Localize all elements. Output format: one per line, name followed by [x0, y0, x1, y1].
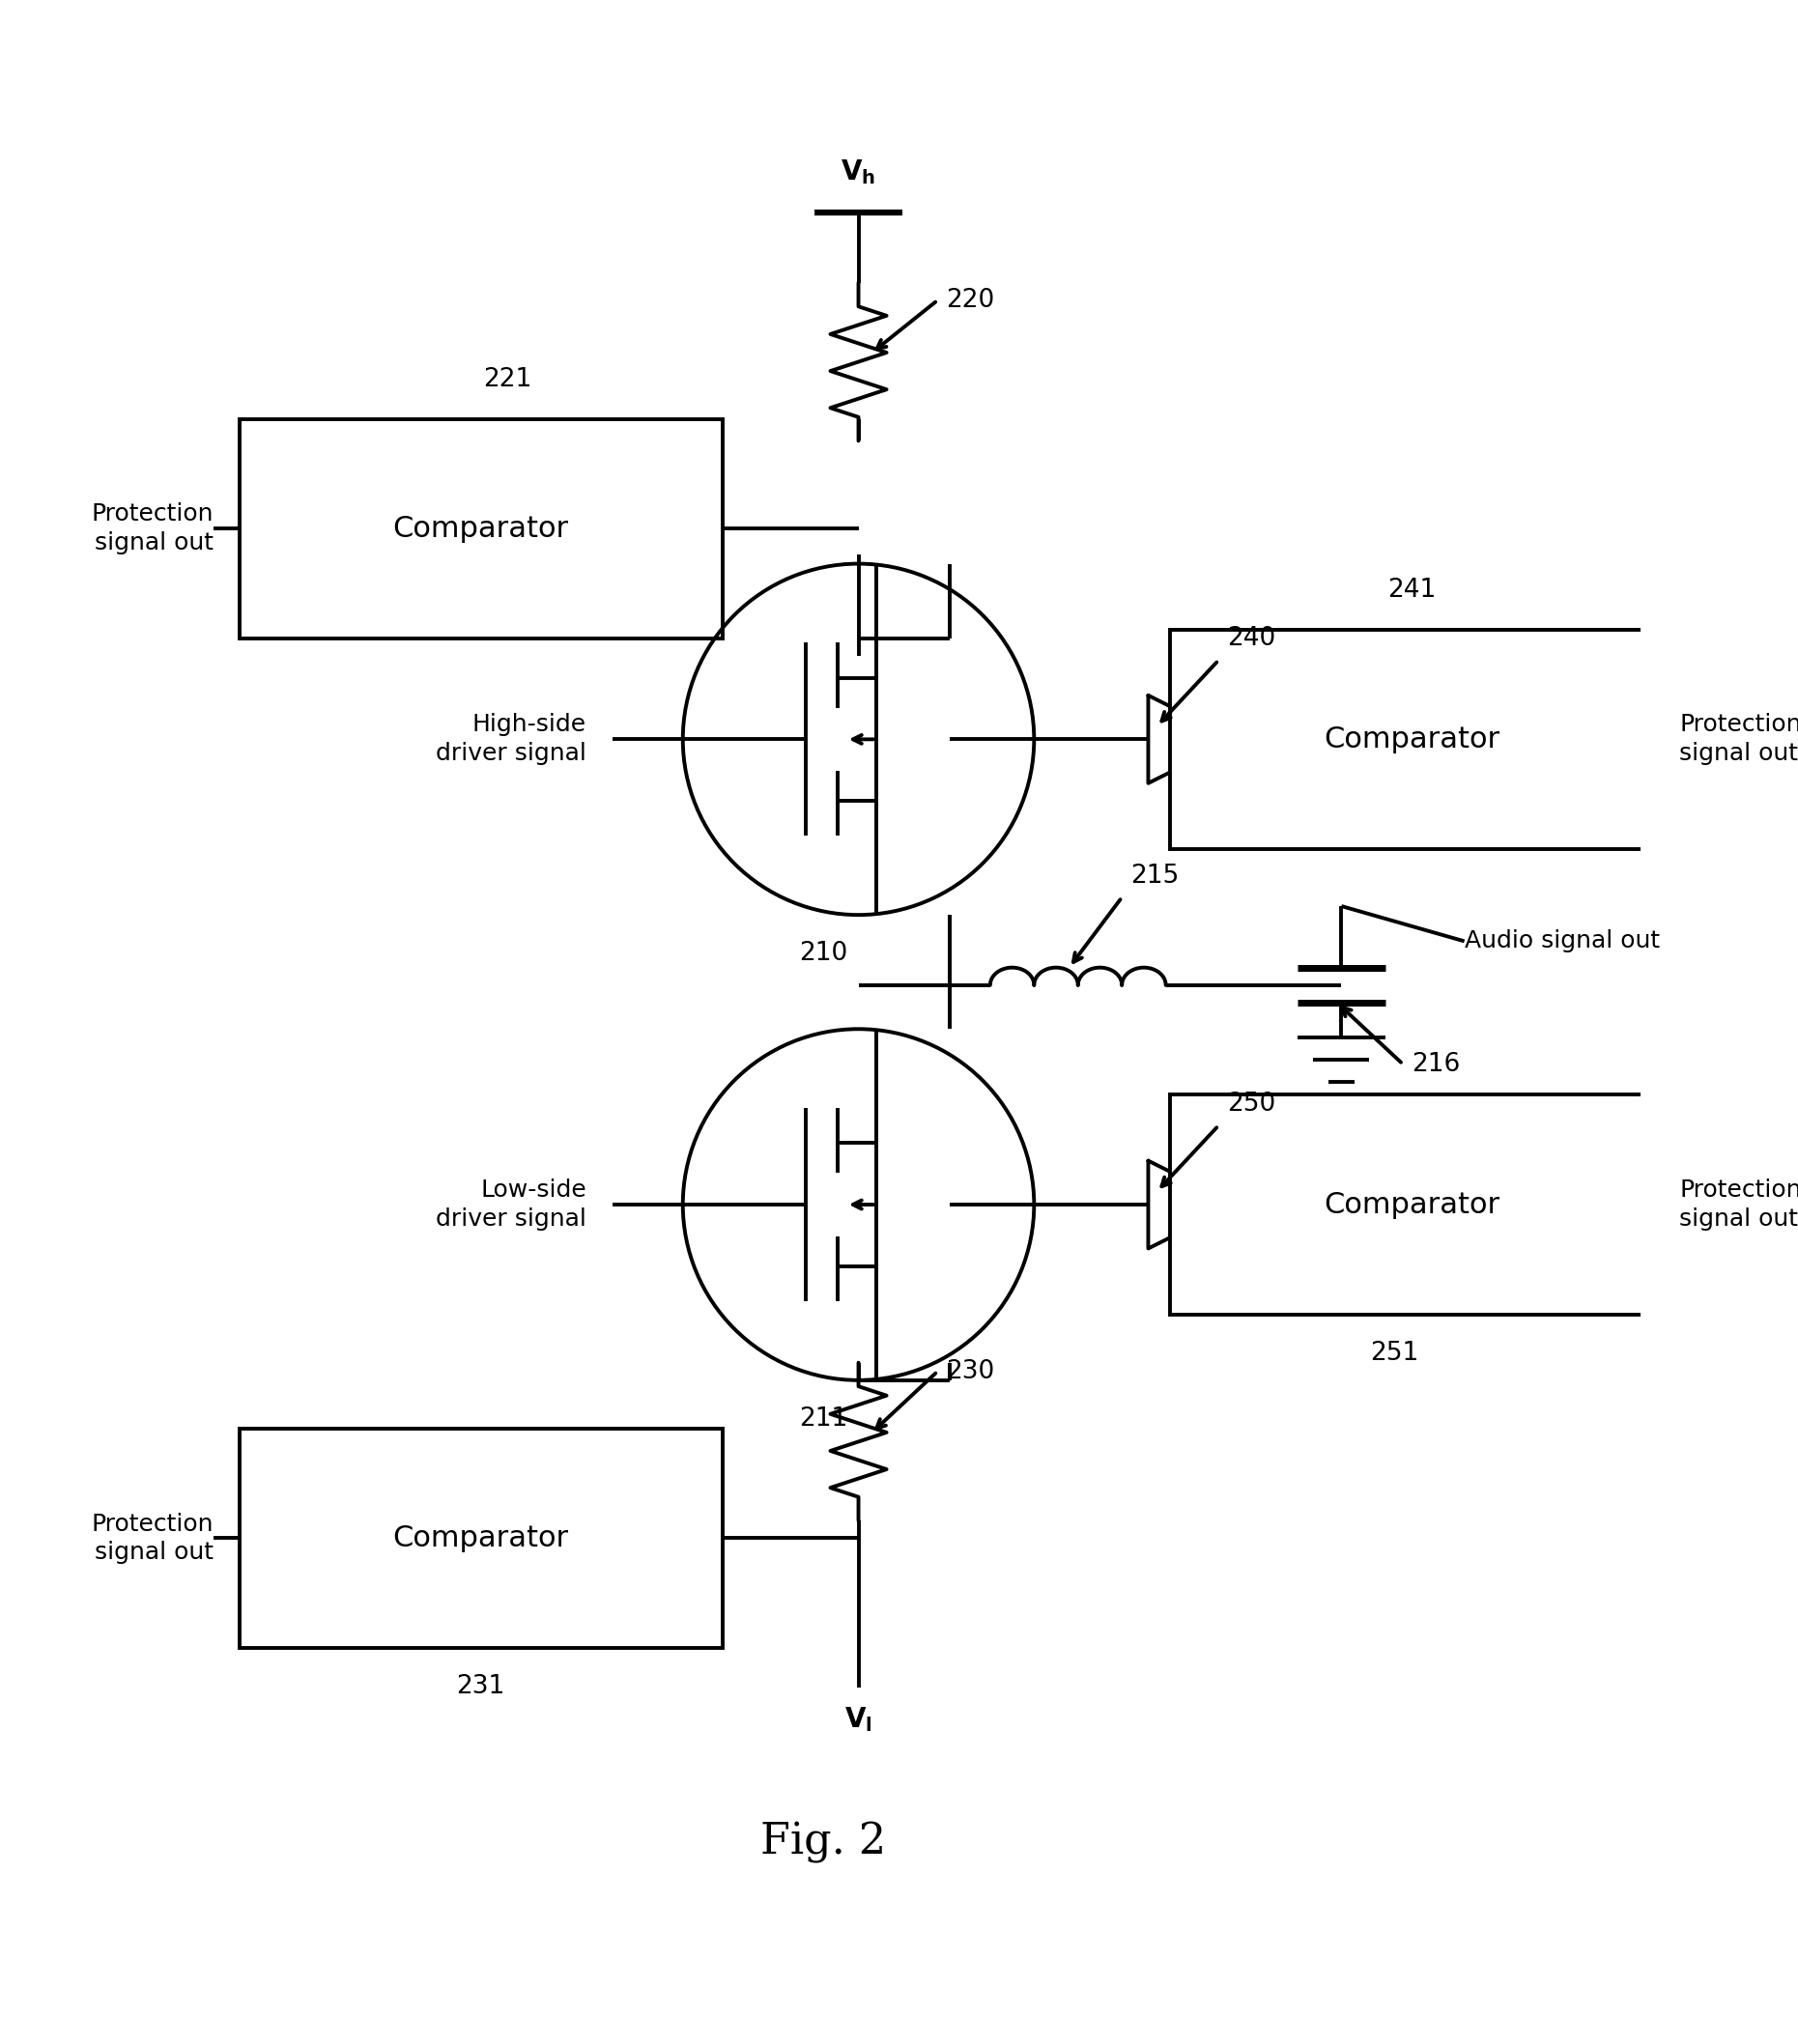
Text: 250: 250 [1228, 1091, 1277, 1116]
Text: Protection
signal out: Protection signal out [1679, 1179, 1798, 1230]
Text: 251: 251 [1370, 1341, 1419, 1365]
Text: Comparator: Comparator [394, 1525, 568, 1551]
Text: 240: 240 [1228, 625, 1277, 652]
Text: Audio signal out: Audio signal out [1464, 930, 1660, 953]
Text: Comparator: Comparator [394, 515, 568, 542]
Text: 231: 231 [457, 1674, 505, 1699]
Text: Low-side
driver signal: Low-side driver signal [435, 1179, 586, 1230]
Bar [239, 419, 723, 638]
Text: Protection
signal out: Protection signal out [1679, 713, 1798, 764]
Bar [239, 1429, 723, 1647]
Text: Comparator: Comparator [1323, 726, 1500, 754]
Text: 211: 211 [798, 1406, 847, 1431]
Text: 220: 220 [946, 288, 994, 313]
Text: Comparator: Comparator [1323, 1190, 1500, 1218]
Text: Fig. 2: Fig. 2 [761, 1821, 886, 1862]
Bar [1170, 630, 1652, 848]
Text: 215: 215 [1131, 863, 1179, 889]
Text: High-side
driver signal: High-side driver signal [435, 713, 586, 764]
Text: Protection
signal out: Protection signal out [92, 1513, 212, 1564]
Text: 230: 230 [946, 1359, 994, 1384]
Text: 210: 210 [798, 940, 847, 967]
Text: 221: 221 [484, 368, 532, 392]
Text: 241: 241 [1388, 578, 1437, 603]
Text: $\mathbf{V_l}$: $\mathbf{V_l}$ [845, 1705, 872, 1733]
Text: Protection
signal out: Protection signal out [92, 503, 212, 554]
Text: 216: 216 [1411, 1051, 1460, 1077]
Bar [1170, 1096, 1652, 1314]
Text: $\mathbf{V_h}$: $\mathbf{V_h}$ [841, 157, 876, 186]
